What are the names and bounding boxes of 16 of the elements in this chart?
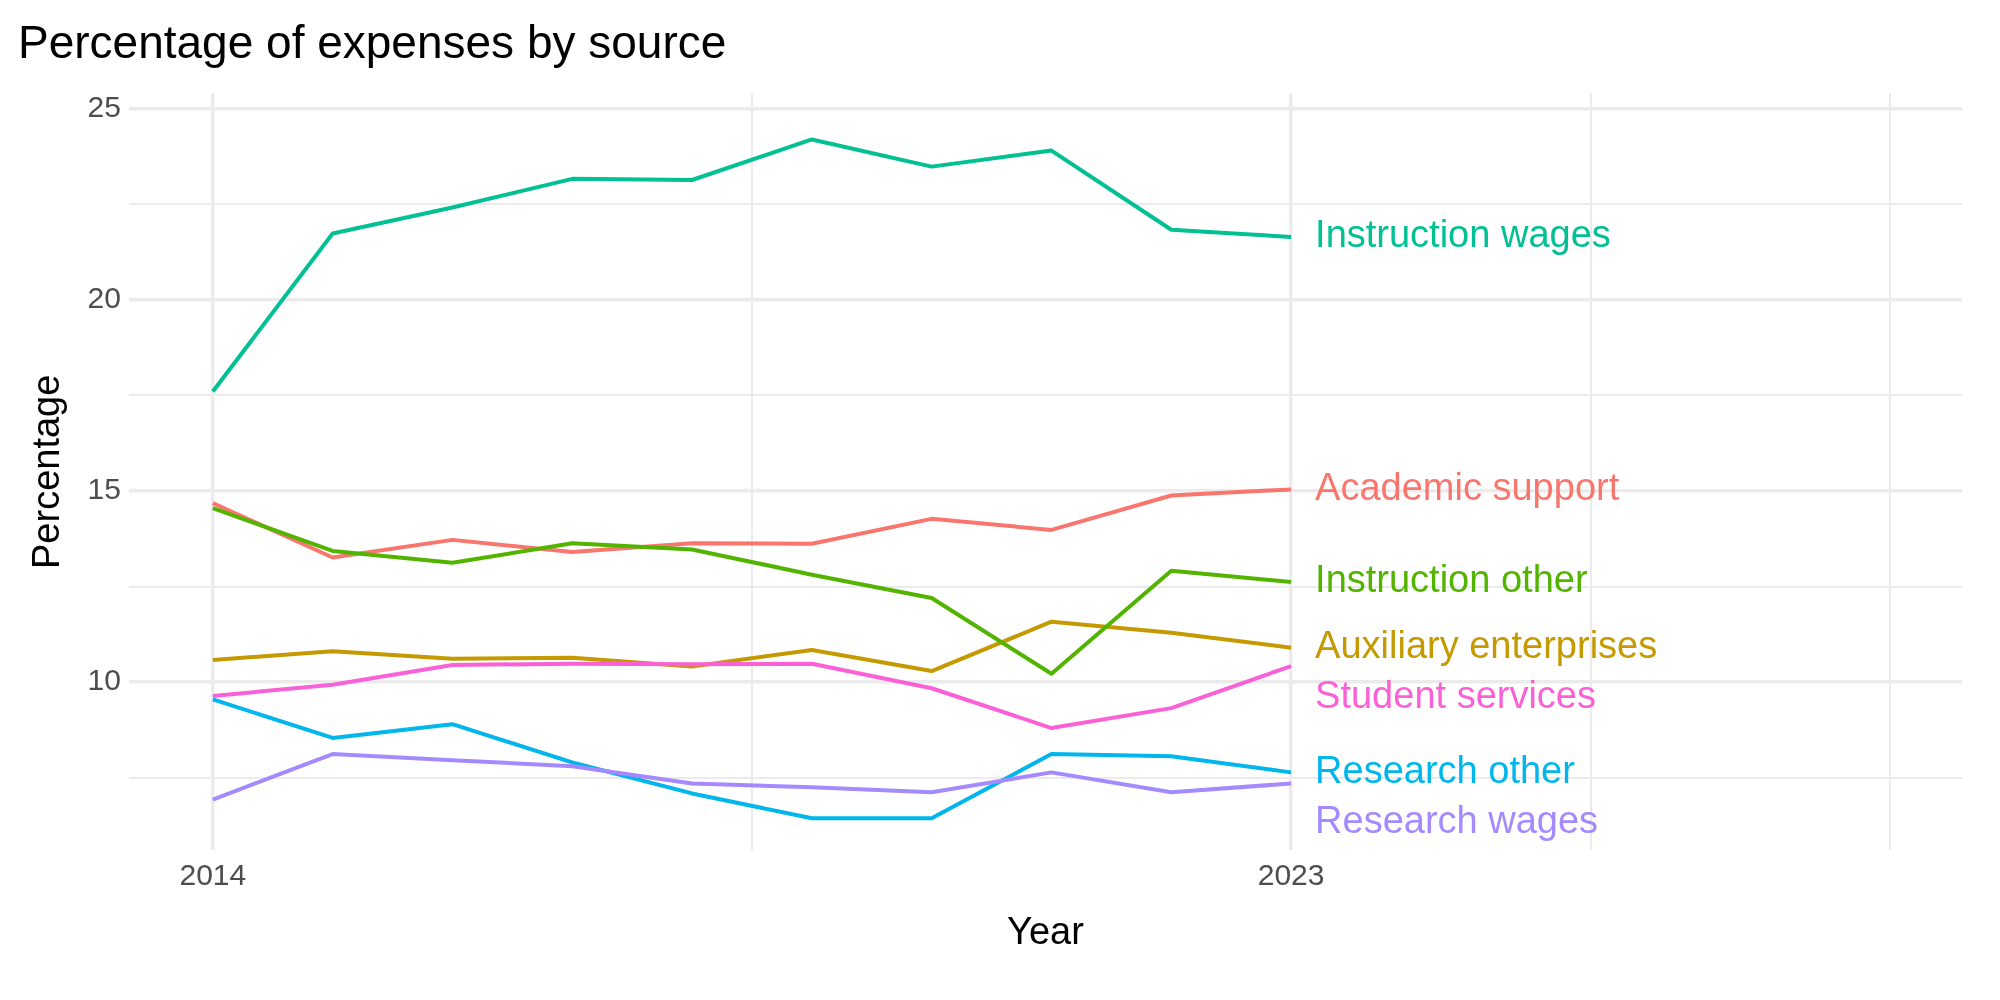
y-tick-label: 25	[87, 89, 121, 123]
series-label: Student services	[1315, 674, 1597, 717]
y-axis-title: Percentage	[25, 374, 68, 569]
series-label: Research other	[1315, 748, 1576, 791]
x-tick-label: 2023	[1257, 857, 1325, 891]
y-tick-label: 10	[87, 663, 121, 697]
series-label: Auxiliary enterprises	[1315, 624, 1658, 667]
y-tick-label: 15	[87, 472, 121, 506]
x-axis-title: Year	[1007, 909, 1085, 952]
series-label: Academic support	[1315, 465, 1620, 508]
series-label: Instruction wages	[1315, 213, 1611, 256]
x-tick-label: 2014	[179, 857, 247, 891]
y-tick-label: 20	[87, 280, 121, 314]
chart-title: Percentage of expenses by source	[18, 16, 727, 69]
series-label: Instruction other	[1315, 558, 1588, 601]
series-label: Research wages	[1315, 798, 1599, 841]
